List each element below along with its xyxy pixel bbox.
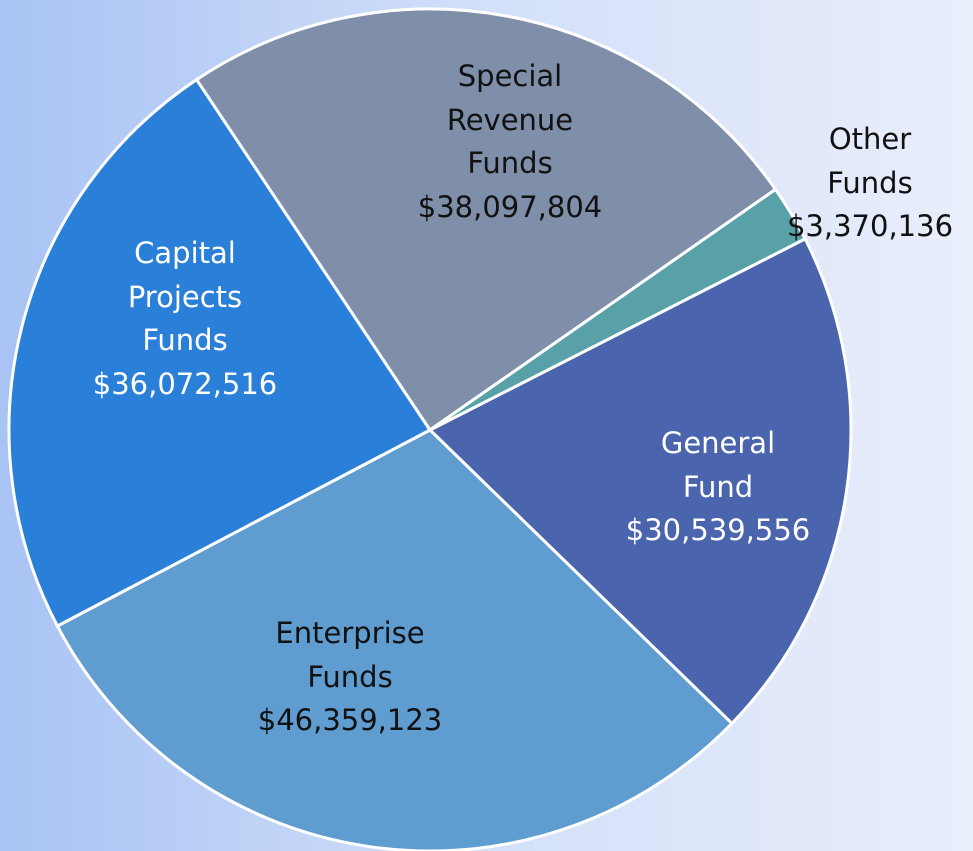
pie-slice xyxy=(429,187,808,432)
category-label: Enterprise Funds xyxy=(275,616,425,694)
value-label: $3,370,136 xyxy=(786,209,954,243)
pie-slice xyxy=(427,236,853,726)
slice-label: General Fund $30,539,556 xyxy=(626,422,811,553)
slice-label: Other Funds $3,370,136 xyxy=(787,118,953,249)
category-label: Special Revenue Funds xyxy=(446,59,574,180)
pie-slice xyxy=(7,77,433,629)
pie-slice xyxy=(55,428,735,851)
category-label: Capital Projects Funds xyxy=(127,236,243,357)
category-label: Other Funds xyxy=(827,122,913,200)
slice-label: Special Revenue Funds $38,097,804 xyxy=(415,55,605,229)
value-label: $30,539,556 xyxy=(625,513,811,547)
slice-label: Enterprise Funds $46,359,123 xyxy=(250,612,450,743)
category-label: General Fund xyxy=(660,426,776,504)
value-label: $46,359,123 xyxy=(257,703,443,737)
slice-label: Capital Projects Funds $36,072,516 xyxy=(93,232,278,406)
pie-slice xyxy=(194,7,778,433)
value-label: $36,072,516 xyxy=(92,366,278,401)
value-label: $38,097,804 xyxy=(417,189,603,224)
